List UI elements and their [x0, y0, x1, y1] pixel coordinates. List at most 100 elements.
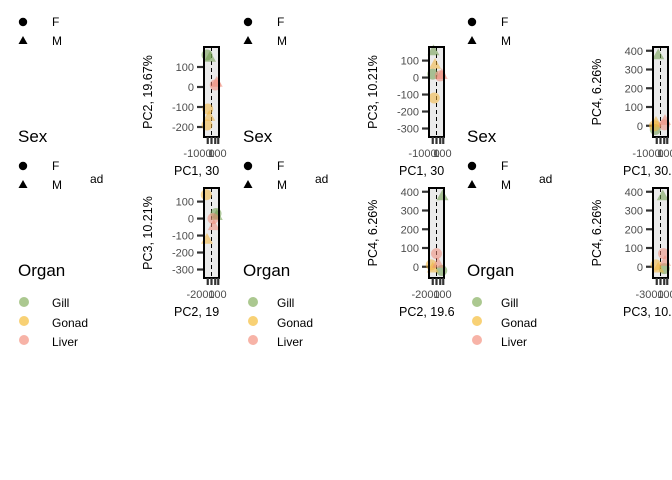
legend-triangle-marker — [467, 180, 477, 188]
x-axis-title: PC2, 19.6 — [399, 305, 455, 319]
legend-fragment-text: ad — [539, 172, 552, 186]
data-point — [427, 44, 440, 56]
legend-gill-swatch — [19, 297, 29, 307]
y-tick-label: 0 — [413, 262, 419, 274]
data-point — [432, 257, 444, 268]
x-tick-label: -1000 — [408, 148, 436, 160]
y-tick-label: 0 — [637, 262, 643, 274]
x-tick-label: 0 — [433, 148, 439, 160]
legend-label-f: F — [52, 159, 59, 173]
legend-gonad-swatch — [472, 316, 482, 326]
legend-label-gonad: Gonad — [277, 316, 313, 330]
y-tick-label: 300 — [401, 206, 419, 218]
legend-triangle-marker — [467, 36, 477, 44]
legend-label-m: M — [501, 34, 511, 48]
legend-sex-title: Sex — [467, 127, 497, 146]
legend-sex-col2: Sex ad F M — [243, 127, 328, 192]
y-tick-label: -200 — [172, 248, 194, 260]
y-axis-title: PC2, 19.67% — [141, 55, 155, 129]
y-axis-title: PC3, 10.21% — [366, 55, 380, 129]
y-tick-label: -100 — [172, 102, 194, 114]
y-tick-label: 200 — [625, 224, 643, 236]
legend-top-col3: F M — [467, 15, 511, 48]
legend-fragment-text: ad — [315, 172, 328, 186]
data-point — [431, 248, 442, 260]
y-tick-label: 300 — [625, 65, 643, 77]
x-tick-label: 0 — [657, 148, 663, 160]
legend-label-f: F — [501, 15, 508, 29]
legend-label-f: F — [277, 15, 284, 29]
legend-label-liver: Liver — [277, 335, 303, 349]
legend-label-liver: Liver — [52, 335, 78, 349]
data-point — [428, 92, 440, 104]
legend-triangle-marker — [243, 36, 253, 44]
legend-triangle-marker — [18, 36, 28, 44]
legend-label-m: M — [52, 34, 62, 48]
x-axis-title: PC2, 19 — [174, 305, 219, 319]
legend-liver-swatch — [248, 335, 258, 345]
legend-gonad-swatch — [248, 316, 258, 326]
legend-label-f: F — [277, 159, 284, 173]
x-tick-label: 100 — [208, 289, 226, 301]
legend-label-gill: Gill — [501, 296, 518, 310]
y-axis-title: PC3, 10.21% — [141, 196, 155, 270]
legend-gill-swatch — [248, 297, 258, 307]
legend-liver-swatch — [472, 335, 482, 345]
data-point — [203, 110, 216, 121]
y-tick-label: 100 — [625, 243, 643, 255]
y-tick-label: 100 — [176, 197, 194, 209]
data-point — [652, 261, 665, 273]
x-tick-label: 0 — [657, 289, 663, 301]
x-axis-title: PC1, 30 — [399, 164, 444, 178]
legend-circle-marker — [243, 161, 253, 171]
x-tick-label: 100 — [208, 148, 226, 160]
legend-gonad-swatch — [19, 316, 29, 326]
legend-label-f: F — [52, 15, 59, 29]
legend-organ-col1: Organ Gill Gonad Liver — [18, 261, 88, 349]
data-point — [429, 57, 441, 69]
legend-gill-swatch — [472, 297, 482, 307]
legend-label-m: M — [277, 34, 287, 48]
x-tick-label: -1000 — [632, 148, 660, 160]
legend-triangle-marker — [243, 180, 253, 188]
legend-label-f: F — [501, 159, 508, 173]
x-tick-label: -1000 — [183, 148, 211, 160]
legend-circle-marker — [467, 17, 477, 27]
y-tick-label: 400 — [625, 187, 643, 199]
y-tick-label: 300 — [625, 206, 643, 218]
legend-organ-title: Organ — [18, 261, 65, 280]
legend-sex-title: Sex — [243, 127, 273, 146]
data-point — [200, 189, 212, 201]
x-tick-label: 100 — [433, 148, 451, 160]
data-point — [656, 189, 669, 201]
legend-label-m: M — [52, 178, 62, 192]
data-point — [204, 51, 216, 62]
legend-organ-title: Organ — [467, 261, 514, 280]
y-tick-label: 400 — [625, 46, 643, 58]
y-tick-label: -100 — [397, 90, 419, 102]
data-point — [652, 48, 665, 60]
legend-label-gill: Gill — [52, 296, 69, 310]
x-tick-label: 100 — [657, 289, 672, 301]
y-tick-label: 0 — [188, 214, 194, 226]
y-tick-label: 100 — [625, 102, 643, 114]
y-tick-label: 200 — [401, 224, 419, 236]
legend-circle-marker — [243, 17, 253, 27]
x-tick-label: 0 — [208, 148, 214, 160]
x-tick-label: 100 — [657, 148, 672, 160]
legend-fragment-text: ad — [90, 172, 103, 186]
x-tick-label: 0 — [433, 289, 439, 301]
y-tick-label: -100 — [172, 231, 194, 243]
legend-organ-title: Organ — [243, 261, 290, 280]
legend-label-gonad: Gonad — [501, 316, 537, 330]
legend-organ-col2: Organ Gill Gonad Liver — [243, 261, 313, 349]
legend-organ-col3: Organ Gill Gonad Liver — [467, 261, 537, 349]
legend-label-m: M — [277, 178, 287, 192]
y-tick-label: -200 — [397, 107, 419, 119]
y-tick-label: 0 — [413, 73, 419, 85]
